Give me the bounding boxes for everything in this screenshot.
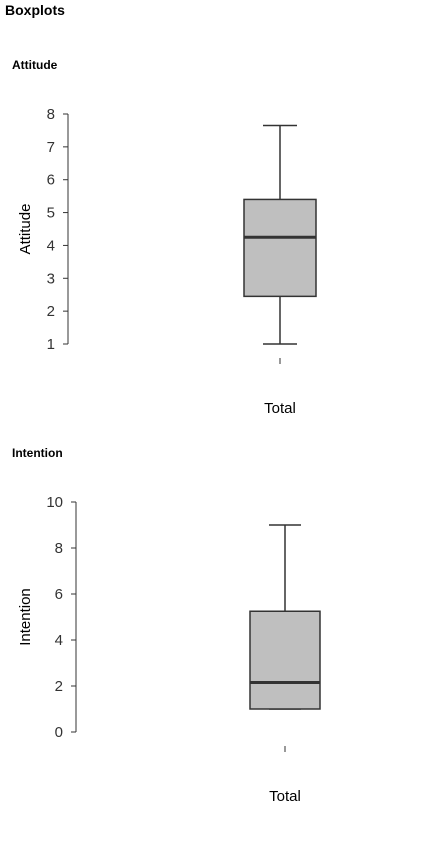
y-tick-label: 4 <box>55 632 63 649</box>
boxplot-attitude: 1 2 3 4 5 6 7 8 Attitude Total <box>17 106 317 417</box>
y-tick-label: 5 <box>47 205 55 222</box>
boxplot-intention: 0 2 4 6 8 10 Intention Total <box>17 494 321 805</box>
box-iqr <box>249 610 321 710</box>
y-tick-label: 10 <box>46 494 63 511</box>
y-tick-label: 3 <box>47 270 55 287</box>
y-tick-label: 1 <box>47 336 55 353</box>
y-axis-label: Intention <box>17 588 34 646</box>
y-tick-label: 6 <box>55 586 63 603</box>
y-axis-label: Attitude <box>17 204 34 255</box>
box-iqr <box>243 198 317 298</box>
page-title: Boxplots <box>5 2 65 18</box>
chart-title-intention: Intention <box>12 446 63 460</box>
chart-title-attitude: Attitude <box>12 58 58 72</box>
y-tick-label: 0 <box>55 724 63 741</box>
y-tick-label: 2 <box>47 303 55 320</box>
y-tick-label: 8 <box>55 540 63 557</box>
x-category-label: Total <box>269 788 301 805</box>
y-tick-label: 2 <box>55 678 63 695</box>
y-tick-label: 4 <box>47 237 55 254</box>
y-tick-label: 8 <box>47 106 55 123</box>
y-tick-label: 6 <box>47 172 55 189</box>
x-category-label: Total <box>264 400 296 417</box>
y-tick-label: 7 <box>47 139 55 156</box>
